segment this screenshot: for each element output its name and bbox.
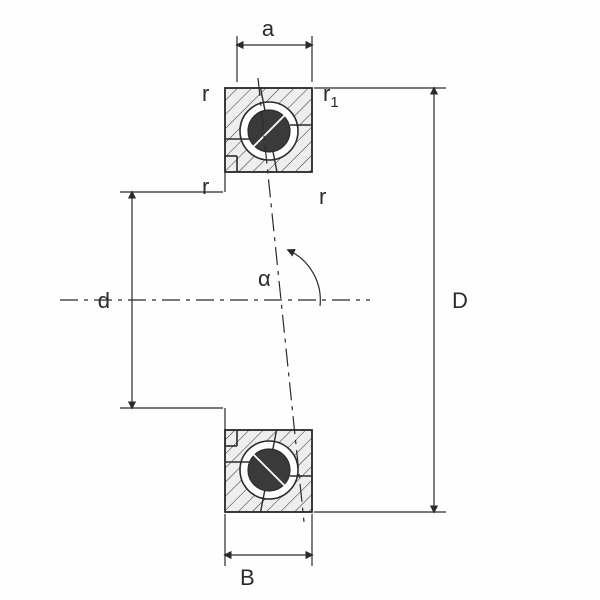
B-label: B: [240, 565, 255, 590]
dim-a: a: [237, 16, 312, 82]
a-label: a: [262, 16, 275, 41]
r-inner-label: r: [319, 184, 326, 209]
r1-label: r: [323, 81, 330, 106]
d-label: d: [98, 288, 110, 313]
alpha-angle: α: [258, 250, 320, 306]
r-top-left-label: r: [202, 81, 209, 106]
dim-B: B: [225, 514, 312, 590]
bottom-race: [225, 290, 312, 525]
r1-label-group: r1: [323, 81, 339, 111]
r1-sub: 1: [330, 94, 338, 111]
D-label: D: [452, 288, 468, 313]
r-left-label: r: [202, 174, 209, 199]
alpha-label: α: [258, 266, 271, 291]
svg-text:r1: r1: [323, 81, 339, 111]
